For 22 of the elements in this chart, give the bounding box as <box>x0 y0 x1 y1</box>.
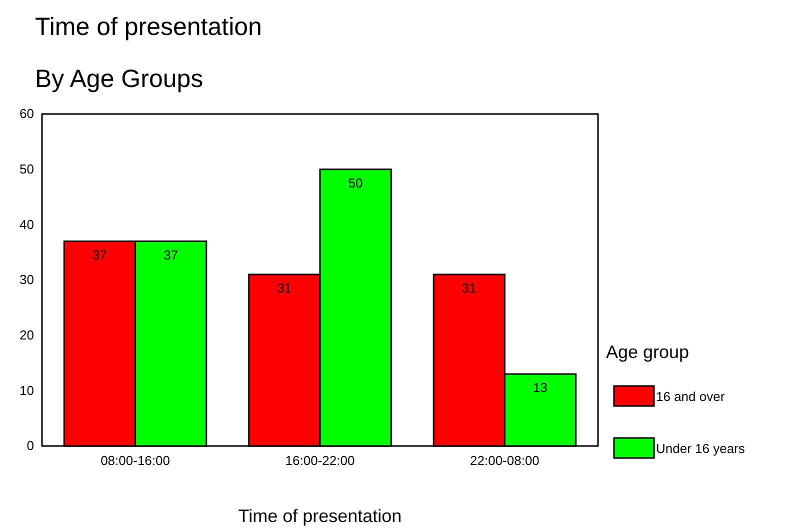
y-tick-label: 40 <box>20 216 34 232</box>
y-tick-label: 10 <box>20 382 34 398</box>
chart-subtitle: By Age Groups <box>35 65 204 93</box>
legend-label: 16 and over <box>656 389 726 404</box>
x-tick-label: 16:00-22:00 <box>285 453 355 468</box>
data-label: 37 <box>92 247 107 262</box>
x-tick-label: 22:00-08:00 <box>470 453 540 468</box>
y-tick-label: 0 <box>26 438 34 454</box>
y-tick-label: 50 <box>20 161 34 176</box>
y-tick-label: 20 <box>20 327 34 342</box>
legend-label: Under 16 years <box>656 441 746 456</box>
data-label: 50 <box>348 175 363 190</box>
chart-title: Time of presentation <box>35 13 262 41</box>
data-label: 13 <box>533 380 548 396</box>
x-tick-label: 08:00-16:00 <box>100 453 170 468</box>
y-tick-label: 30 <box>20 272 34 288</box>
data-label: 37 <box>164 247 178 262</box>
data-label: 31 <box>462 280 476 296</box>
y-tick-label: 60 <box>20 106 34 122</box>
legend-title: Age group <box>606 342 690 362</box>
x-axis-title: Time of presentation <box>238 506 402 526</box>
data-label: 31 <box>277 280 292 296</box>
